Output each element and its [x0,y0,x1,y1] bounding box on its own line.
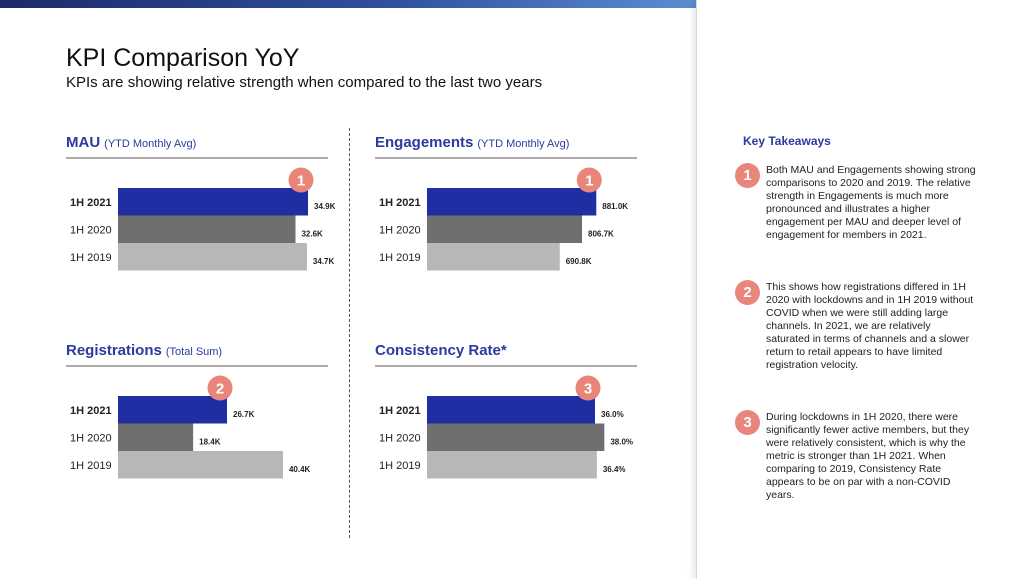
chart-title: MAU (YTD Monthly Avg) [66,134,196,151]
category-label: 1H 2019 [70,252,112,264]
registrations-chart: Registrations (Total Sum) 1H 2021 26.7K 1H 2… [66,336,328,486]
category-label: 1H 2021 [379,197,421,209]
category-label: 1H 2021 [379,405,421,417]
callout-badge-number: 2 [216,381,224,398]
category-label: 1H 2019 [379,252,421,264]
value-label: 806.7K [588,229,614,238]
value-label: 38.0% [610,437,633,446]
value-label: 34.9K [314,202,336,211]
engagements-chart: Engagements (YTD Monthly Avg) 1H 2021 881.0… [375,128,637,278]
page-subtitle: KPIs are showing relative strength when … [66,74,543,91]
value-label: 36.0% [601,410,624,419]
takeaway-text: This shows how registrations differed in… [766,281,974,371]
chart-svg: Engagements (YTD Monthly Avg) 1H 2021 881.0… [375,134,637,271]
value-label: 26.7K [233,410,255,419]
callout-badge [288,167,314,193]
category-label: 1H 2020 [70,432,112,444]
bar-1h-2019 [118,451,283,479]
bar-1h-2019 [118,243,307,271]
takeaway-text: During lockdowns in 1H 2020, there were … [766,411,970,501]
chart-title-subtitle: (YTD Monthly Avg) [477,138,569,150]
value-label: 18.4K [199,437,221,446]
takeaway-number-badge: 2 [735,280,760,305]
chart-title-subtitle: (YTD Monthly Avg) [104,138,196,150]
takeaway-number-badge: 1 [735,163,760,188]
key-takeaways-title: Key Takeaways [743,134,831,148]
chart-title-main: Registrations [66,342,162,359]
bar-1h-2020 [427,215,583,243]
callout-badge-number: 1 [585,173,593,190]
bar-1h-2020 [427,423,605,451]
chart-divider [349,128,350,538]
top-accent-bar [0,0,696,8]
value-label: 34.7K [313,257,335,266]
value-label: 32.6K [301,229,323,238]
chart-title: Consistency Rate* [375,342,507,359]
bar-1h-2021 [427,188,597,216]
category-label: 1H 2020 [70,224,112,236]
mau-chart: MAU (YTD Monthly Avg) 1H 2021 34.9K 1H 2020 3… [66,128,336,278]
consistency-rate-chart: Consistency Rate* 1H 2021 36.0% 1H 2020 38.0… [375,336,637,486]
category-label: 1H 2021 [70,197,112,209]
chart-title-main: Engagements [375,134,473,151]
chart-title-main: Consistency Rate* [375,342,507,359]
bar-1h-2020 [118,215,296,243]
chart-title-subtitle: (Total Sum) [166,346,222,358]
bar-1h-2021 [118,188,309,216]
bar-1h-2021 [427,396,595,424]
category-label: 1H 2020 [379,224,421,236]
callout-badge [207,375,233,401]
value-label: 40.4K [289,465,311,474]
chart-svg: Consistency Rate* 1H 2021 36.0% 1H 2020 38.0… [375,342,637,479]
value-label: 881.0K [602,202,628,211]
chart-svg: Registrations (Total Sum) 1H 2021 26.7K 1H 2… [66,342,328,479]
bar-1h-2021 [118,396,228,424]
category-label: 1H 2020 [379,432,421,444]
category-label: 1H 2021 [70,405,112,417]
bar-1h-2019 [427,243,560,271]
page-title: KPI Comparison YoY [66,44,300,72]
category-label: 1H 2019 [379,460,421,472]
bar-1h-2019 [427,451,597,479]
chart-svg: MAU (YTD Monthly Avg) 1H 2021 34.9K 1H 2020 3… [66,134,336,271]
bar-1h-2020 [118,423,194,451]
category-label: 1H 2019 [70,460,112,472]
chart-title-main: MAU [66,134,100,151]
value-label: 36.4% [603,465,626,474]
value-label: 690.8K [566,257,592,266]
chart-title: Registrations (Total Sum) [66,342,222,359]
chart-title: Engagements (YTD Monthly Avg) [375,134,569,151]
callout-badge-number: 1 [297,173,305,190]
callout-badge-number: 3 [584,381,592,398]
takeaway-number-badge: 3 [735,410,760,435]
callout-badge [576,167,602,193]
takeaway-text: Both MAU and Engagements showing strong … [766,164,976,241]
callout-badge [575,375,601,401]
